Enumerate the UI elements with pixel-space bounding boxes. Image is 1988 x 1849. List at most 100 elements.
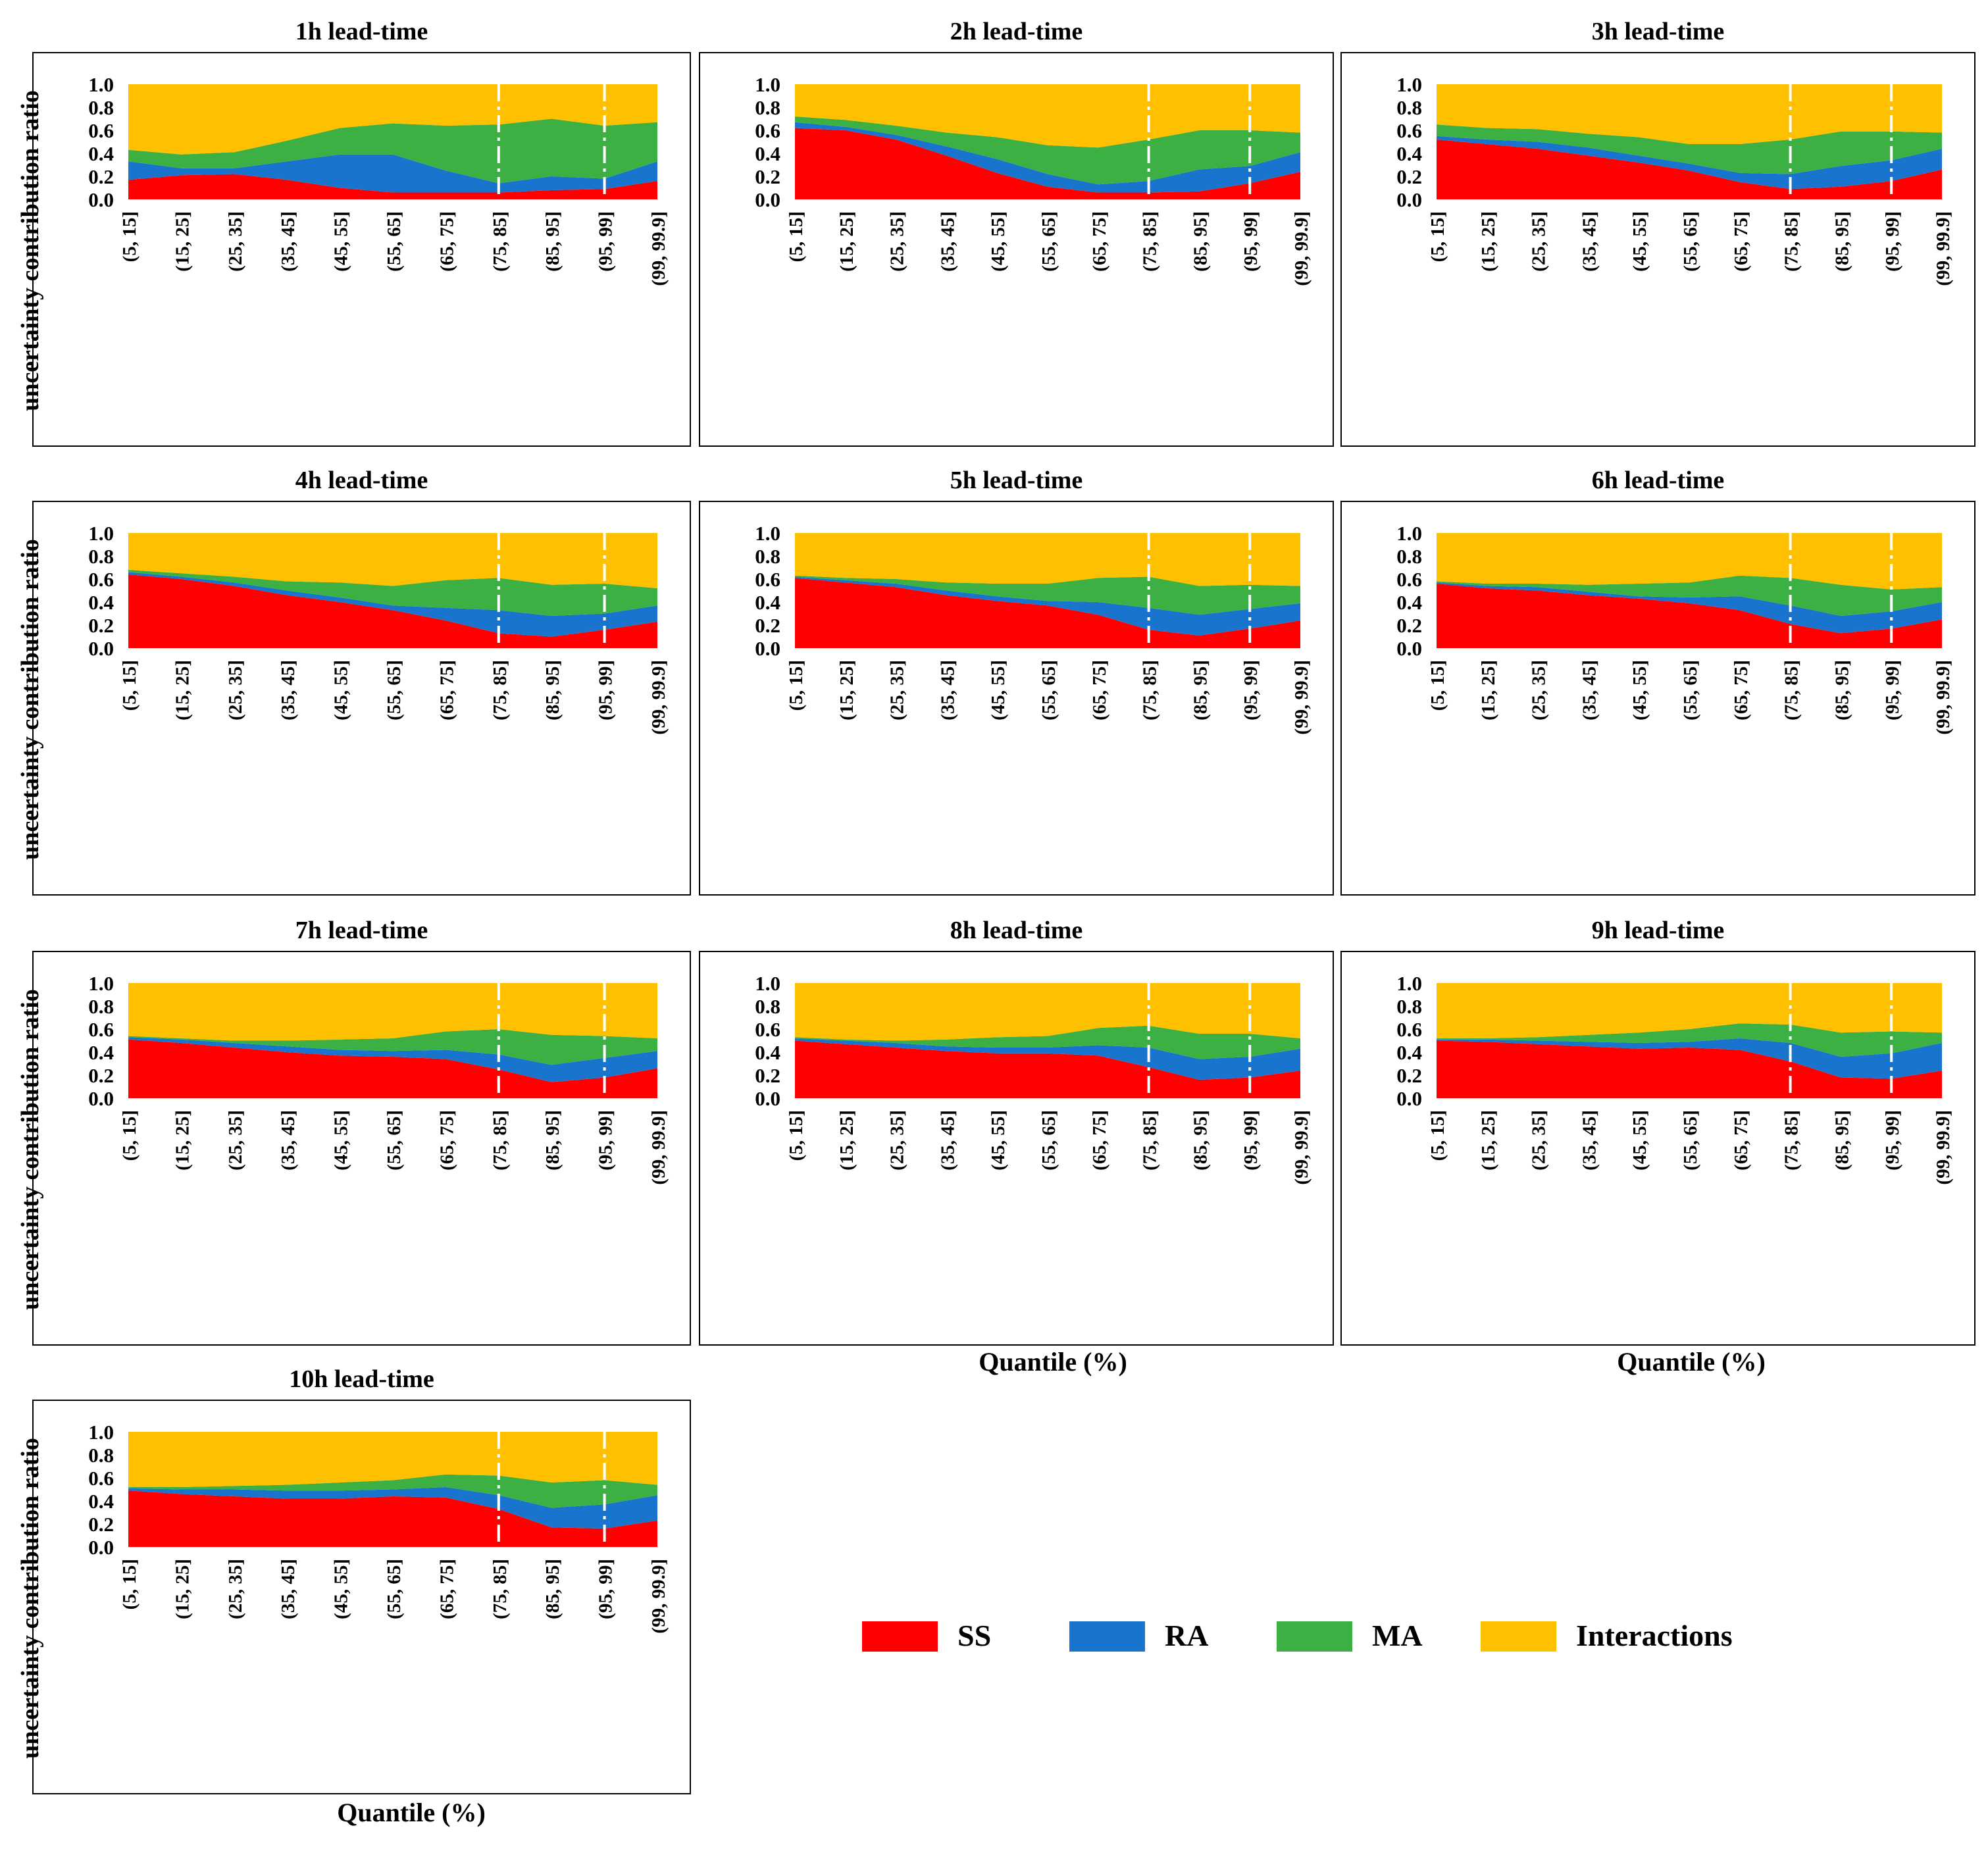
x-tick-label: (25, 35] [887,1110,908,1171]
x-tick-label: (45, 55] [331,1559,352,1619]
area-ma [795,1025,1300,1059]
x-tick-label: (5, 15] [119,1559,140,1609]
x-tick-label: (25, 35] [1529,660,1550,721]
x-tick-label: (15, 25] [172,1559,193,1619]
y-tick-label: 0.4 [1396,142,1422,165]
x-tick-label: (35, 45] [937,1110,958,1171]
x-tick-label: (45, 55] [1629,1110,1650,1171]
x-tick-label: (75, 85] [1781,1110,1802,1171]
area-ss [128,1490,657,1547]
panel-title: 3h lead-time [1592,18,1725,45]
area-interactions [128,983,657,1041]
y-tick-label: 0.8 [88,96,114,119]
area-ss [1437,1040,1942,1098]
x-tick-label: (15, 25] [836,1110,857,1171]
y-tick-label: 0.6 [1396,1018,1422,1041]
y-tick-label: 0.8 [1396,96,1422,119]
x-tick-label: (95, 99] [1882,660,1903,721]
chart-panel: 6h lead-time 0.00.20.40.60.81.0 (5, 15] (15… [1340,467,1975,896]
x-tick-label: (45, 55] [1629,660,1650,721]
y-tick-label: 0.2 [88,165,114,188]
y-tick-label: 0.0 [88,1087,114,1110]
x-tick-label: (75, 85] [1140,1110,1161,1171]
x-tick-label: (25, 35] [1529,1110,1550,1171]
chart-panel: 8h lead-time 0.00.20.40.60.81.0 (5, 15] (15… [699,917,1334,1346]
x-axis-titles: Quantile (%) Quantile (%) Quantile (%) [337,1347,1766,1827]
x-tick-label: (75, 85] [1140,660,1161,721]
area-ra [1437,582,1942,634]
x-tick-label: (15, 25] [1478,660,1499,721]
y-tick-label: 1.0 [755,972,780,995]
y-tick-label: 0.6 [88,568,114,591]
chart-panel: 7h lead-time 0.00.20.40.60.81.0 (5, 15] (15… [16,917,691,1346]
y-tick-label: 0.2 [755,165,780,188]
x-tick-label: (5, 15] [119,1110,140,1161]
x-tick-label: (45, 55] [988,1110,1009,1171]
legend-label: Interactions [1576,1619,1733,1652]
x-tick-label: (75, 85] [490,1559,511,1619]
x-tick-label: (85, 95] [542,660,563,721]
area-ra [795,1038,1300,1080]
area-ra [128,572,657,637]
y-tick-label: 1.0 [88,1421,114,1444]
x-tick-label: (75, 85] [1140,211,1161,272]
legend-swatch-ra [1069,1621,1145,1652]
x-tick-label: (5, 15] [1427,660,1448,711]
x-tick-label: (95, 99] [596,1559,617,1619]
x-tick-label: (65, 75] [1731,211,1752,272]
area-ss [795,1040,1300,1098]
panel-title: 2h lead-time [950,18,1083,45]
x-tick-label: (25, 35] [887,660,908,721]
x-tick-label: (55, 65] [1680,660,1701,721]
y-tick-label: 1.0 [88,73,114,96]
area-ra [128,1037,657,1082]
x-tick-label: (95, 99] [596,660,617,721]
y-tick-label: 1.0 [88,972,114,995]
y-tick-label: 0.2 [1396,614,1422,637]
x-tick-label: (25, 35] [225,211,246,272]
y-tick-label: 0.8 [88,1444,114,1467]
x-tick-label: (35, 45] [937,211,958,272]
x-tick-label: (15, 25] [1478,211,1499,272]
y-tick-label: 0.6 [755,119,780,142]
area-ma [795,116,1300,185]
x-tick-label: (45, 55] [1629,211,1650,272]
x-tick-label: (25, 35] [225,1110,246,1171]
y-axis-title: uncertainty contribution ratio [16,539,44,860]
x-tick-label: (55, 65] [1680,1110,1701,1171]
y-tick-label: 1.0 [1396,73,1422,96]
panel-title: 4h lead-time [295,467,428,494]
y-tick-label: 0.2 [88,1064,114,1087]
area-ss [128,174,657,199]
x-tick-label: (45, 55] [988,660,1009,721]
x-tick-label: (35, 45] [278,211,299,272]
panel-frame [699,501,1334,896]
legend-label: MA [1372,1619,1423,1652]
x-tick-label: (25, 35] [225,660,246,721]
x-tick-label: (95, 99] [1240,660,1262,721]
y-tick-label: 0.4 [1396,1041,1422,1064]
legend-swatch-ss [862,1621,938,1652]
x-tick-label: (55, 65] [384,1559,405,1619]
y-tick-label: 1.0 [1396,972,1422,995]
chart-panel: 2h lead-time 0.00.20.40.60.81.0 (5, 15] (15… [699,18,1334,447]
x-tick-label: (95, 99] [1240,211,1262,272]
y-tick-label: 0.6 [755,1018,780,1041]
area-ra [1437,1038,1942,1079]
panel-title: 1h lead-time [295,18,428,45]
x-tick-label: (55, 65] [1680,211,1701,272]
chart-panel: 10h lead-time 0.00.20.40.60.81.0 (5, 15] (1… [16,1365,691,1794]
y-tick-label: 0.2 [88,1513,114,1536]
y-tick-label: 0.6 [88,1018,114,1041]
x-tick-label: (5, 15] [786,660,807,711]
x-tick-label: (15, 25] [836,211,857,272]
x-axis-title: Quantile (%) [979,1347,1127,1377]
x-tick-label: (25, 35] [887,211,908,272]
x-tick-label: (35, 45] [278,1110,299,1171]
x-tick-label: (99, 99.9] [1933,660,1954,735]
area-ra [795,122,1300,193]
x-tick-label: (5, 15] [1427,1110,1448,1161]
area-ss [795,578,1300,648]
y-axis-title: uncertainty contribution ratio [16,1438,44,1759]
panel-title: 6h lead-time [1592,467,1725,494]
